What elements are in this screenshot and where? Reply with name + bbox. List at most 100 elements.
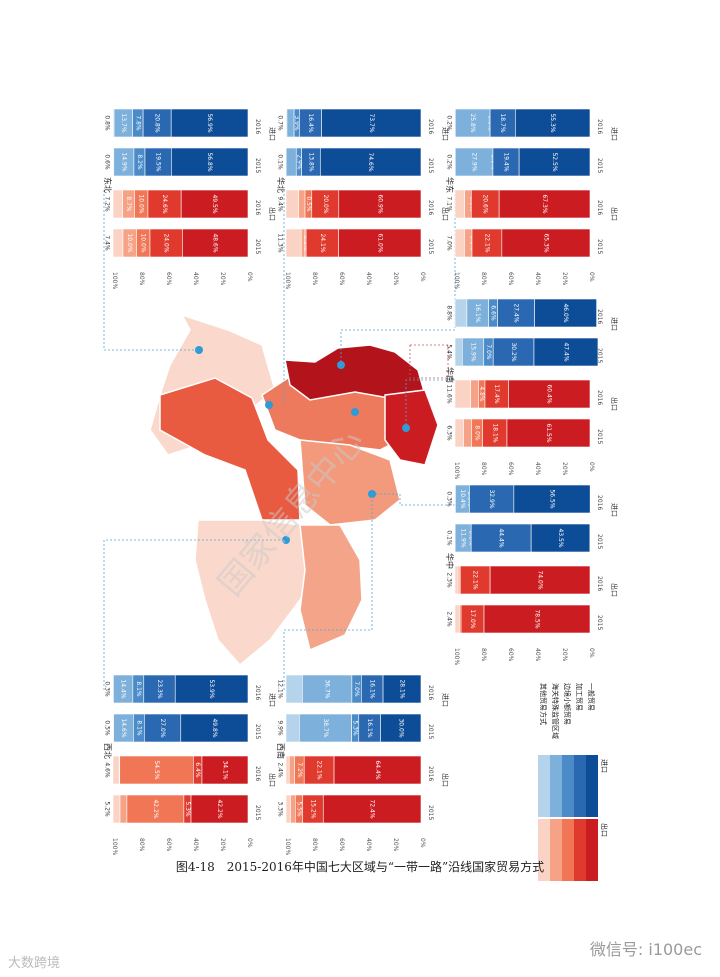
legend-swatch-import <box>586 755 598 817</box>
chart-华东: 华东出口进口100%80%60%40%20%0%20157.0%0.0%22.1… <box>445 108 619 289</box>
connector-central <box>372 493 455 506</box>
data-label: 7.0% <box>353 681 360 697</box>
import-group-label: 进口 <box>441 693 449 707</box>
data-label: 56.8% <box>206 152 213 171</box>
map-marker-southwest <box>282 536 290 544</box>
axis-tick-label: 0% <box>588 462 595 472</box>
axis-tick-label: 40% <box>534 648 541 662</box>
data-label: 19.4% <box>503 152 510 171</box>
data-label: 20.6% <box>482 194 489 213</box>
data-label: 7.0% <box>485 344 492 360</box>
bar-segment <box>112 228 124 258</box>
map-marker-northwest <box>195 346 203 354</box>
bar-segment <box>501 228 591 258</box>
axis-tick-label: 100% <box>111 838 118 855</box>
export-group-label: 出口 <box>441 207 450 221</box>
data-label: 55.3% <box>549 113 556 132</box>
data-label: 30.0% <box>397 718 404 737</box>
data-label: 5.4% <box>446 344 453 360</box>
import-group-label: 进口 <box>610 503 618 517</box>
data-label: 18.1% <box>491 423 498 442</box>
bar-segment <box>147 189 182 219</box>
region-title: 华北 <box>276 177 286 193</box>
map-marker-xinjiang <box>265 401 273 409</box>
watermark-right: 微信号: i100ec <box>589 940 702 959</box>
connector-east <box>340 190 456 365</box>
data-label: 74.0% <box>537 570 544 589</box>
bar-segment <box>489 108 516 138</box>
data-label: 61.5% <box>545 423 552 442</box>
data-label: 74.6% <box>367 152 374 171</box>
year-label: 2016 <box>254 119 261 134</box>
bar-segment <box>454 604 459 634</box>
export-group-label: 出口 <box>610 207 619 221</box>
region-title: 西北 <box>103 743 112 759</box>
bar-segment <box>513 484 591 514</box>
data-label: 53.9% <box>208 679 215 698</box>
legend-category-label: 边境小额贸易 <box>563 683 572 725</box>
data-label: 8.7% <box>125 196 132 212</box>
bar-segment <box>454 379 471 409</box>
data-label: 18.7% <box>499 113 506 132</box>
watermark-left: 大数跨境 <box>8 956 61 971</box>
axis-tick-label: 0% <box>419 272 426 282</box>
data-label: 3.9% <box>293 115 300 131</box>
bar-segment <box>530 523 591 553</box>
bar-segment <box>174 674 249 704</box>
data-label: 16.1% <box>369 679 376 698</box>
year-label: 2016 <box>596 119 603 134</box>
data-label: 56.9% <box>206 113 213 132</box>
map-region-southwest <box>194 519 321 667</box>
year-label: 2016 <box>427 766 434 781</box>
data-label: 24.6% <box>161 194 168 213</box>
data-label: 9.4% <box>277 196 284 212</box>
data-label: 6.4% <box>194 762 201 778</box>
export-group-label: 出口 <box>610 397 619 411</box>
map-region-northwest-red <box>159 377 301 521</box>
export-group-label: 出口 <box>610 583 619 597</box>
data-label: 27.9% <box>471 152 478 171</box>
data-label: 8.8% <box>446 305 453 321</box>
bar-segment <box>298 189 306 219</box>
import-group-label: 进口 <box>610 127 618 141</box>
legend-category-label: 加工贸易 <box>575 683 584 711</box>
data-label: 4.6% <box>104 762 111 778</box>
axis-tick-label: 40% <box>365 272 372 286</box>
axis-tick-label: 60% <box>507 462 514 476</box>
bar-segment <box>454 147 494 177</box>
year-label: 2015 <box>596 615 603 630</box>
year-label: 2015 <box>254 805 261 820</box>
bar-segment <box>380 713 422 743</box>
region-title: 华中 <box>445 553 455 569</box>
year-label: 2016 <box>427 200 434 215</box>
data-label: 2.4% <box>446 611 453 627</box>
data-label: 27.4% <box>513 303 520 322</box>
bar-segment <box>454 108 491 138</box>
axis-tick-label: 0% <box>419 838 426 848</box>
data-label: 44.4% <box>498 528 505 547</box>
data-label: 22.1% <box>316 760 323 779</box>
data-label: 16.1% <box>366 718 373 737</box>
bar-segment <box>305 228 339 258</box>
bar-segment <box>119 755 194 785</box>
connector-northwest <box>103 539 286 690</box>
bar-segment <box>142 108 172 138</box>
data-label: 12.1% <box>277 679 284 698</box>
map-region-south <box>299 524 363 652</box>
bar-segment <box>290 794 296 824</box>
map-region-east <box>384 389 439 466</box>
bar-segment <box>144 713 182 743</box>
axis-tick-label: 20% <box>219 272 226 286</box>
year-label: 2015 <box>254 724 261 739</box>
year-label: 2015 <box>427 724 434 739</box>
legend-swatch-export <box>550 819 562 881</box>
data-label: 16.4% <box>307 113 314 132</box>
data-label: 24.1% <box>319 233 326 252</box>
axis-tick-label: 0% <box>588 272 595 282</box>
data-label: 7.0% <box>446 235 453 251</box>
year-label: 2015 <box>254 158 261 173</box>
axis-tick-label: 40% <box>192 272 199 286</box>
figure-caption: 图4-18 2015-2016年中国七大区域与“一带一路”沿线国家贸易方式 <box>175 860 545 874</box>
